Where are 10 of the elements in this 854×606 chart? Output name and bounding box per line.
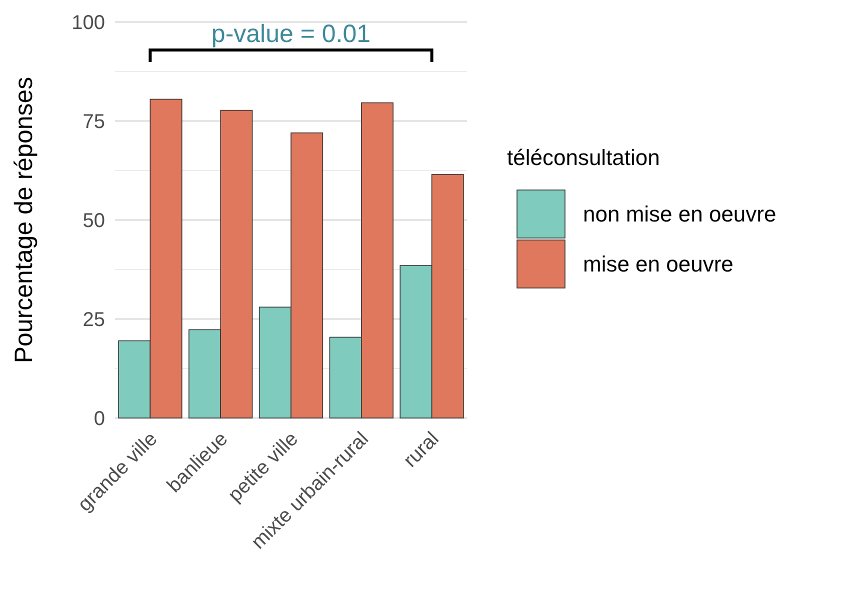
legend-label: non mise en oeuvre [583, 202, 776, 227]
y-tick-label: 100 [72, 12, 105, 34]
y-tick-label: 75 [82, 111, 105, 133]
legend-title: téléconsultation [507, 145, 660, 170]
y-tick-label: 0 [94, 408, 105, 430]
y-tick-label: 50 [82, 210, 105, 232]
y-axis-title: Pourcentage de réponses [10, 76, 38, 364]
annotation: p-value = 0.01 [211, 20, 371, 48]
legend-label: mise en oeuvre [583, 252, 734, 277]
y-tick-label: 25 [82, 309, 105, 331]
